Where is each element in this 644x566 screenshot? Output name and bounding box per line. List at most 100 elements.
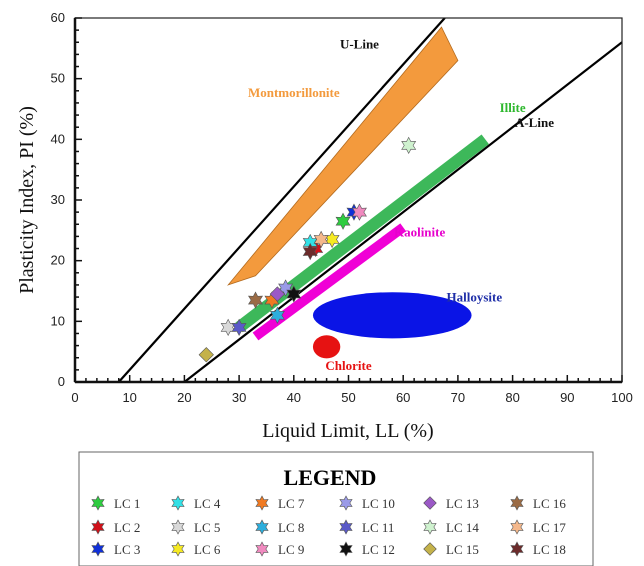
- legend-entry-lc-14: LC 14: [423, 519, 479, 535]
- y-tick-label: 0: [58, 374, 65, 389]
- x-tick-label: 0: [71, 390, 78, 405]
- plot-clip-group: [117, 18, 622, 382]
- point-lc-11: [231, 318, 247, 337]
- plot-area: Montmorillonite Illite Kaolinite Halloysite…: [117, 18, 622, 382]
- point-lc-10: [278, 279, 294, 297]
- legend-label-lc-2: LC 2: [114, 520, 140, 535]
- legend-label-lc-9: LC 9: [278, 542, 304, 557]
- point-lc-12: [286, 285, 302, 303]
- label-a-line: A-Line: [515, 115, 554, 130]
- x-axis-title: Liquid Limit, LL (%): [262, 420, 433, 442]
- point-lc-16: [248, 291, 263, 309]
- legend-label-lc-10: LC 10: [362, 496, 395, 511]
- label-u-line: U-Line: [340, 36, 379, 51]
- x-tick-label: 90: [560, 390, 574, 405]
- legend-entry-lc-3: LC 3: [91, 541, 140, 557]
- point-lc-8: [269, 306, 285, 324]
- legend-entry-lc-4: LC 4: [171, 495, 221, 511]
- legend-marker-lc-6: [171, 541, 185, 557]
- legend-marker-lc-1: [91, 495, 105, 511]
- legend-entry-lc-18: LC 18: [510, 541, 566, 557]
- y-tick-label: 50: [51, 71, 65, 86]
- legend-marker-lc-15: [423, 542, 437, 556]
- x-tick-label: 100: [611, 390, 633, 405]
- label-chlorite: Chlorite: [325, 358, 371, 373]
- legend-label-lc-8: LC 8: [278, 520, 304, 535]
- y-tick-label: 60: [51, 10, 65, 25]
- legend-marker-lc-9: [255, 541, 269, 557]
- legend-entry-lc-16: LC 16: [510, 495, 566, 511]
- legend-entry-lc-1: LC 1: [91, 495, 140, 511]
- zone-montmorillonite: [227, 26, 459, 286]
- line-u-line: [117, 18, 446, 382]
- x-tick-label: 60: [396, 390, 410, 405]
- legend-marker-lc-10: [339, 495, 353, 511]
- y-tick-label: 10: [51, 313, 65, 328]
- line-a-line: [183, 41, 622, 382]
- point-lc-9: [351, 203, 367, 221]
- legend-label-lc-4: LC 4: [194, 496, 221, 511]
- point-lc-14: [401, 136, 417, 155]
- y-tick-label: 30: [51, 192, 65, 207]
- legend-label-lc-6: LC 6: [194, 542, 221, 557]
- legend-box: [78, 451, 594, 566]
- legend-entry-lc-8: LC 8: [255, 519, 304, 535]
- x-tick-label: 40: [287, 390, 301, 405]
- legend-marker-lc-5: [171, 519, 185, 535]
- legend-marker-lc-4: [171, 495, 185, 511]
- legend-label-lc-15: LC 15: [446, 542, 479, 557]
- legend-entry-lc-13: LC 13: [423, 496, 479, 511]
- label-kaolinite: Kaolinite: [394, 224, 446, 239]
- zone-halloysite: [312, 292, 472, 339]
- legend-label-lc-7: LC 7: [278, 496, 305, 511]
- point-lc-13: [269, 286, 286, 302]
- x-tick-label: 30: [232, 390, 246, 405]
- legend-title: LEGEND: [284, 465, 377, 490]
- point-lc-15: [198, 347, 214, 363]
- x-tick-label: 10: [122, 390, 136, 405]
- legend-marker-lc-12: [339, 541, 353, 557]
- axes: 0 10 20 30 40 50 60 70 80 90 100 0 10 20 30 40 50 60: [51, 10, 633, 405]
- y-tick-label: 20: [51, 253, 65, 268]
- legend-label-lc-12: LC 12: [362, 542, 395, 557]
- legend-marker-lc-17: [510, 519, 524, 535]
- legend-marker-lc-8: [255, 519, 269, 535]
- zone-chlorite: [312, 335, 341, 359]
- legend-label-lc-17: LC 17: [533, 520, 566, 535]
- x-tick-label: 50: [341, 390, 355, 405]
- legend-label-lc-16: LC 16: [533, 496, 566, 511]
- x-tick-label: 70: [451, 390, 465, 405]
- legend-entry-lc-11: LC 11: [339, 519, 394, 535]
- legend-label-lc-5: LC 5: [194, 520, 220, 535]
- legend-label-lc-18: LC 18: [533, 542, 566, 557]
- point-lc-17: [313, 230, 329, 249]
- legend-label-lc-3: LC 3: [114, 542, 140, 557]
- legend-entry-lc-6: LC 6: [171, 541, 221, 557]
- point-lc-5: [220, 318, 236, 337]
- legend-marker-lc-3: [91, 541, 105, 557]
- legend-marker-lc-7: [255, 495, 269, 511]
- legend-label-lc-13: LC 13: [446, 496, 479, 511]
- y-tick-label: 40: [51, 131, 65, 146]
- point-lc-1: [335, 212, 351, 230]
- legend-entry-lc-10: LC 10: [339, 495, 395, 511]
- x-tick-label: 20: [177, 390, 191, 405]
- legend-entry-lc-9: LC 9: [255, 541, 304, 557]
- y-axis-title: Plasticity Index, PI (%): [16, 106, 38, 294]
- legend-label-lc-11: LC 11: [362, 520, 394, 535]
- legend-marker-lc-13: [423, 496, 437, 510]
- point-lc-18: [302, 242, 318, 261]
- legend-entry-lc-15: LC 15: [423, 542, 479, 557]
- legend-marker-lc-18: [510, 541, 524, 557]
- label-montmorillonite: Montmorillonite: [248, 85, 340, 100]
- legend-marker-lc-11: [339, 519, 353, 535]
- legend-marker-lc-2: [91, 519, 105, 535]
- legend-marker-lc-16: [510, 495, 524, 511]
- legend-label-lc-1: LC 1: [114, 496, 140, 511]
- legend-entry-lc-12: LC 12: [339, 541, 395, 557]
- legend-entry-lc-2: LC 2: [91, 519, 140, 535]
- legend-entry-lc-17: LC 17: [510, 519, 566, 535]
- label-illite: Illite: [500, 100, 526, 115]
- legend-marker-lc-14: [423, 519, 437, 535]
